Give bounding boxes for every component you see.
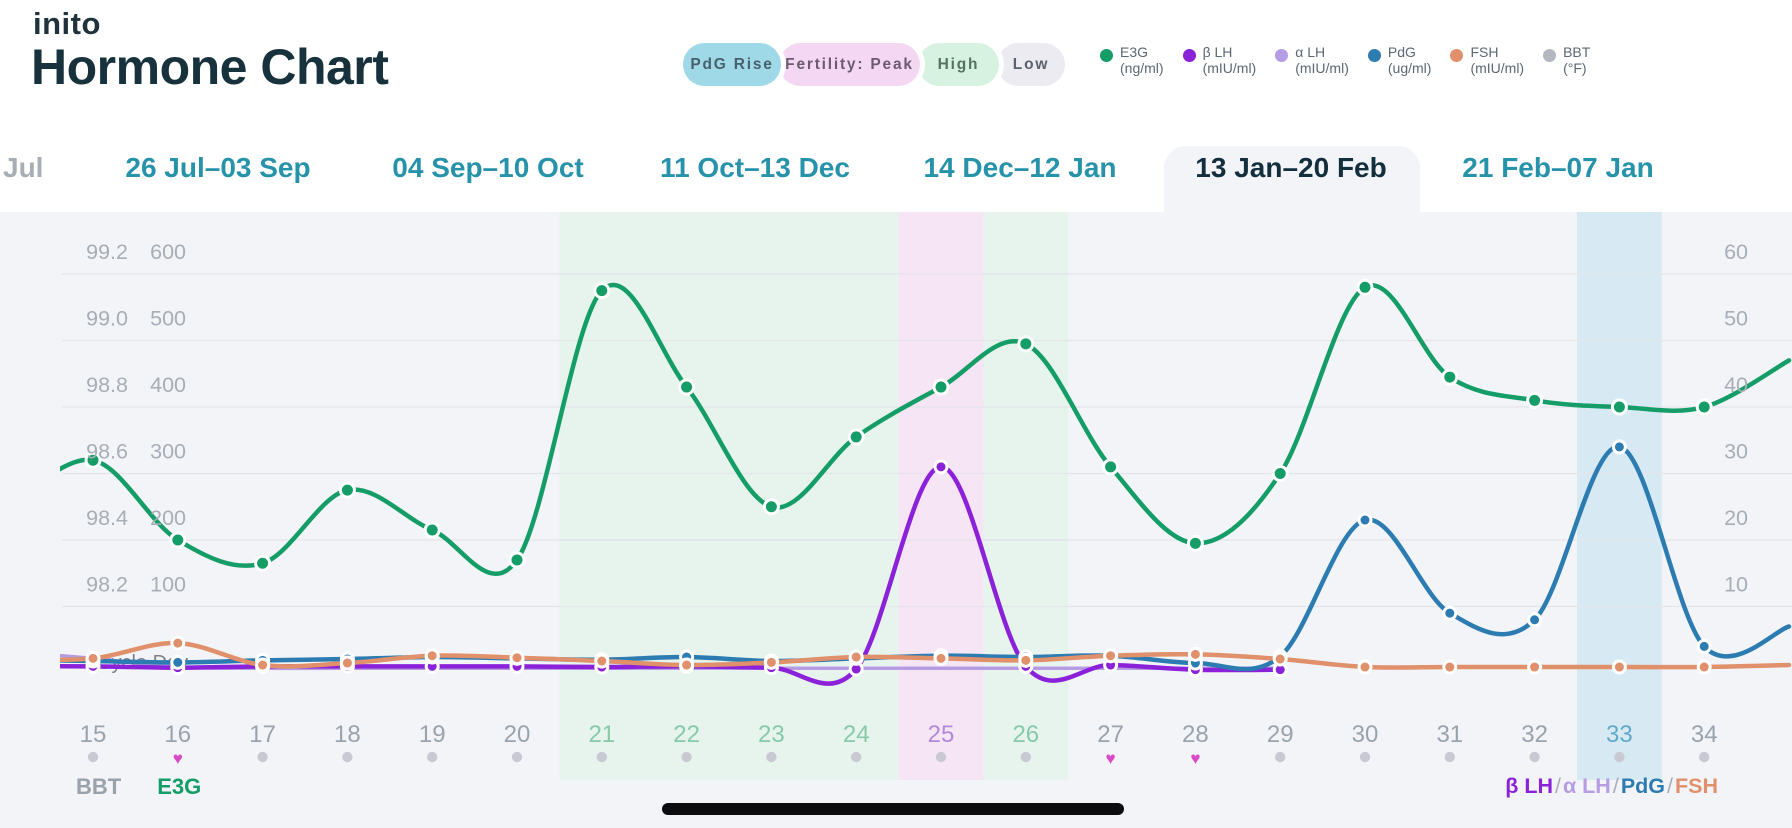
tab-11-oct-13-dec[interactable]: 11 Oct–13 Dec <box>660 152 850 183</box>
legend-item-FSH: FSH (mIU/ml) <box>1450 44 1524 76</box>
legend-color-dot <box>1275 49 1289 62</box>
legend-item--LH: α LH (mIU/ml) <box>1275 44 1349 76</box>
legend-label: FSH (mIU/ml) <box>1470 44 1525 77</box>
legend-item--LH: β LH (mIU/ml) <box>1182 44 1257 77</box>
separator: / <box>1612 774 1619 798</box>
legend-color-dot <box>1367 49 1381 62</box>
tab-13-jan-20-feb[interactable]: 13 Jan–20 Feb <box>1195 152 1387 183</box>
right-axis-series-labels: β LH / α LH / PdG / FSH <box>1505 774 1718 799</box>
chart-background <box>0 212 1792 828</box>
tab-04-sep-10-oct[interactable]: 04 Sep–10 Oct <box>392 152 584 183</box>
tab-14-dec-12-jan[interactable]: 14 Dec–12 Jan <box>923 152 1117 183</box>
axis-series-label-e3g: E3G <box>157 774 202 799</box>
axis-series-label-fsh: FSH <box>1675 774 1718 798</box>
inito-logo: inito <box>33 6 101 41</box>
legend-color-dot <box>1100 49 1113 62</box>
separator: / <box>1667 774 1673 798</box>
separator: / <box>1554 774 1561 798</box>
axis-series-label-pdg: PdG <box>1620 774 1666 798</box>
hormone-legend: E3G (ng/ml) β LH (mIU/ml) α LH (mIU/ml) PdG (ug… <box>1100 44 1590 76</box>
axis-series-label-bbt: BBT <box>76 774 122 799</box>
legend-color-dot <box>1182 49 1196 62</box>
tab-21-feb-07-jan[interactable]: 21 Feb–07 Jan <box>1462 152 1654 183</box>
x-axis-title: Cycle Day <box>97 652 189 674</box>
selected-tab-background <box>1164 146 1420 212</box>
legend-label: β LH (mIU/ml) <box>1202 44 1257 77</box>
horizontal-scrollbar[interactable] <box>662 803 1124 815</box>
left-axis-series-labels: BBT E3G <box>76 774 201 800</box>
page-title: Hormone Chart <box>31 39 389 95</box>
status-pill-pdg-rise: PdG Rise <box>683 43 781 86</box>
status-pill-fertility-peak: Fertility: Peak <box>779 43 920 86</box>
legend-color-dot <box>1543 49 1557 62</box>
axis-series-label--lh: β LH <box>1505 774 1553 798</box>
tab-26-jul-03-sep[interactable]: 26 Jul–03 Sep <box>125 152 311 183</box>
axis-series-label--lh: α LH <box>1562 774 1611 798</box>
legend-item-E3G: E3G (ng/ml) <box>1100 44 1164 76</box>
legend-label: BBT (°F) <box>1563 44 1591 77</box>
legend-label: PdG (ug/ml) <box>1387 44 1432 77</box>
status-pill-low: Low <box>997 43 1065 86</box>
legend-label: α LH (mIU/ml) <box>1295 44 1349 77</box>
legend-item-PdG: PdG (ug/ml) <box>1367 44 1432 77</box>
legend-item-BBT: BBT (°F) <box>1543 44 1590 76</box>
legend-color-dot <box>1450 49 1464 62</box>
tab-overflow-jul[interactable]: Jul <box>3 152 44 183</box>
legend-label: E3G (ng/ml) <box>1120 44 1164 77</box>
status-pill-high: High <box>918 43 999 86</box>
